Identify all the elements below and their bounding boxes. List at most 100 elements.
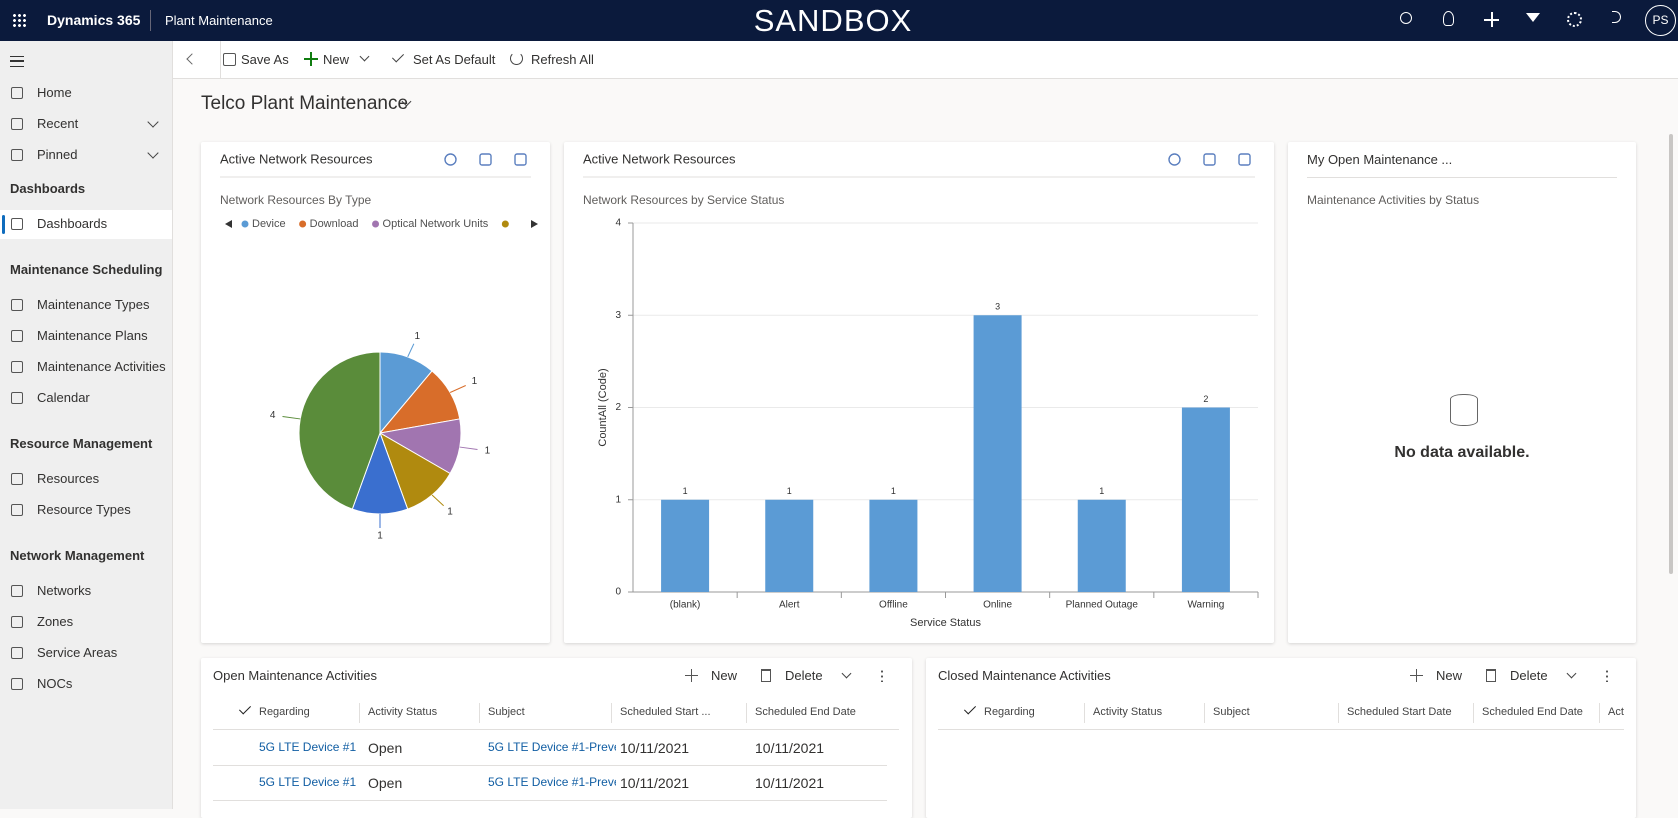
back-button[interactable] bbox=[186, 53, 198, 65]
avatar[interactable]: PS bbox=[1645, 5, 1676, 36]
dashboard-title[interactable]: Telco Plant Maintenance bbox=[201, 93, 409, 114]
chart-subtitle: Network Resources By Type bbox=[220, 193, 371, 207]
delete-button[interactable]: Delete bbox=[785, 668, 823, 683]
column-divider bbox=[359, 703, 360, 723]
column-header[interactable]: Regarding bbox=[259, 706, 310, 718]
new-dropdown[interactable] bbox=[359, 51, 370, 62]
legend-next[interactable] bbox=[531, 220, 538, 228]
card-action[interactable] bbox=[479, 153, 492, 166]
more-dropdown[interactable] bbox=[1566, 668, 1577, 679]
help-icon[interactable] bbox=[1612, 11, 1621, 23]
nav-item[interactable]: Resources bbox=[37, 471, 100, 486]
legend-swatch bbox=[241, 220, 249, 228]
bar bbox=[1077, 499, 1126, 592]
new-button[interactable]: New bbox=[1436, 668, 1463, 683]
delete-button[interactable]: Delete bbox=[1510, 668, 1548, 683]
column-divider bbox=[746, 703, 747, 723]
select-all[interactable] bbox=[238, 702, 252, 715]
cell: Open bbox=[368, 775, 403, 791]
idea-icon[interactable] bbox=[1443, 11, 1454, 26]
x-tick-label: Warning bbox=[1187, 600, 1224, 611]
column-header[interactable]: Regarding bbox=[984, 706, 1035, 718]
refresh-all-button[interactable]: Refresh All bbox=[531, 52, 594, 67]
column-header[interactable]: Act bbox=[1608, 706, 1624, 718]
cell[interactable]: 5G LTE Device #1-Preve bbox=[488, 775, 616, 789]
column-header[interactable]: Subject bbox=[1213, 706, 1250, 718]
x-tick-label: Offline bbox=[879, 600, 908, 611]
data-label: 1 bbox=[683, 486, 688, 496]
bar bbox=[661, 499, 710, 592]
hamburger[interactable] bbox=[10, 56, 24, 67]
nav-icon bbox=[11, 647, 23, 659]
nav-item[interactable]: Dashboards bbox=[37, 216, 108, 231]
leader-line bbox=[407, 343, 415, 358]
area-name: Plant Maintenance bbox=[165, 13, 273, 28]
data-label: 2 bbox=[1203, 394, 1208, 404]
card-action[interactable] bbox=[444, 153, 457, 166]
nav-item[interactable]: Service Areas bbox=[37, 645, 118, 660]
delete-icon bbox=[761, 669, 771, 682]
card-title: My Open Maintenance ... bbox=[1307, 152, 1453, 167]
nav-icon bbox=[11, 473, 23, 485]
column-header[interactable]: Scheduled End Date bbox=[1482, 706, 1583, 718]
column-header[interactable]: Scheduled Start ... bbox=[620, 706, 711, 718]
nav-item[interactable]: Networks bbox=[37, 583, 92, 598]
nav-item[interactable]: Zones bbox=[37, 614, 74, 629]
nav-item[interactable]: NOCs bbox=[37, 676, 73, 691]
set-default-button[interactable]: Set As Default bbox=[413, 52, 496, 67]
nav-item[interactable]: Maintenance Types bbox=[37, 297, 150, 312]
nav-group-title: Maintenance Scheduling bbox=[10, 262, 163, 277]
card-title: Active Network Resources bbox=[220, 151, 373, 166]
select-all[interactable] bbox=[963, 702, 977, 715]
settings-icon[interactable] bbox=[1567, 12, 1582, 27]
pie-chart: Active Network Resources Network Resource… bbox=[220, 151, 538, 542]
column-divider bbox=[611, 703, 612, 723]
nav-item[interactable]: Maintenance Activities bbox=[37, 359, 166, 374]
search-icon[interactable] bbox=[1400, 12, 1412, 24]
nav-item[interactable]: Pinned bbox=[37, 147, 78, 162]
more-options[interactable] bbox=[881, 669, 883, 682]
nav-item[interactable]: Resource Types bbox=[37, 502, 131, 517]
column-header[interactable]: Scheduled Start Date bbox=[1347, 706, 1452, 718]
nav-icon bbox=[11, 87, 23, 99]
scrollbar[interactable] bbox=[1669, 134, 1673, 574]
column-header[interactable]: Subject bbox=[488, 706, 525, 718]
chart-subtitle: Network Resources by Service Status bbox=[583, 193, 784, 207]
card-action[interactable] bbox=[514, 153, 527, 166]
separator bbox=[220, 41, 221, 78]
x-axis-title: Service Status bbox=[910, 617, 981, 629]
cell[interactable]: 5G LTE Device #1 bbox=[259, 740, 357, 754]
legend-swatch bbox=[299, 220, 307, 228]
new-button[interactable]: New bbox=[323, 52, 350, 67]
cell[interactable]: 5G LTE Device #1 bbox=[259, 775, 357, 789]
app-launcher[interactable] bbox=[12, 13, 26, 27]
nav-item[interactable]: Calendar bbox=[37, 390, 90, 405]
nav-item[interactable]: Home bbox=[37, 85, 72, 100]
nav-group-title: Network Management bbox=[10, 548, 145, 563]
nav-item[interactable]: Recent bbox=[37, 116, 79, 131]
save-as-button[interactable]: Save As bbox=[241, 52, 289, 67]
column-header[interactable]: Activity Status bbox=[368, 706, 438, 718]
nav-expand[interactable] bbox=[147, 116, 159, 128]
card-action[interactable] bbox=[1238, 153, 1251, 166]
card-action[interactable] bbox=[1168, 153, 1181, 166]
nav-icon bbox=[11, 504, 23, 516]
new-button[interactable]: New bbox=[711, 668, 738, 683]
legend-prev[interactable] bbox=[225, 220, 232, 228]
card-action[interactable] bbox=[1203, 153, 1216, 166]
nav-icon bbox=[11, 361, 23, 373]
data-label: 1 bbox=[787, 486, 792, 496]
bar-chart: Active Network Resources Network Resource… bbox=[583, 151, 1259, 629]
delete-icon bbox=[1486, 669, 1496, 682]
new-icon-v bbox=[1491, 12, 1493, 27]
app-name[interactable]: Dynamics 365 bbox=[47, 12, 141, 28]
column-header[interactable]: Activity Status bbox=[1093, 706, 1163, 718]
nav-item[interactable]: Maintenance Plans bbox=[37, 328, 148, 343]
nav-expand[interactable] bbox=[147, 147, 159, 159]
more-options[interactable] bbox=[1606, 669, 1608, 682]
column-header[interactable]: Scheduled End Date bbox=[755, 706, 856, 718]
filter-icon[interactable] bbox=[1526, 13, 1540, 22]
nav-icon bbox=[11, 218, 23, 230]
cell[interactable]: 5G LTE Device #1-Preve bbox=[488, 740, 616, 754]
more-dropdown[interactable] bbox=[841, 668, 852, 679]
